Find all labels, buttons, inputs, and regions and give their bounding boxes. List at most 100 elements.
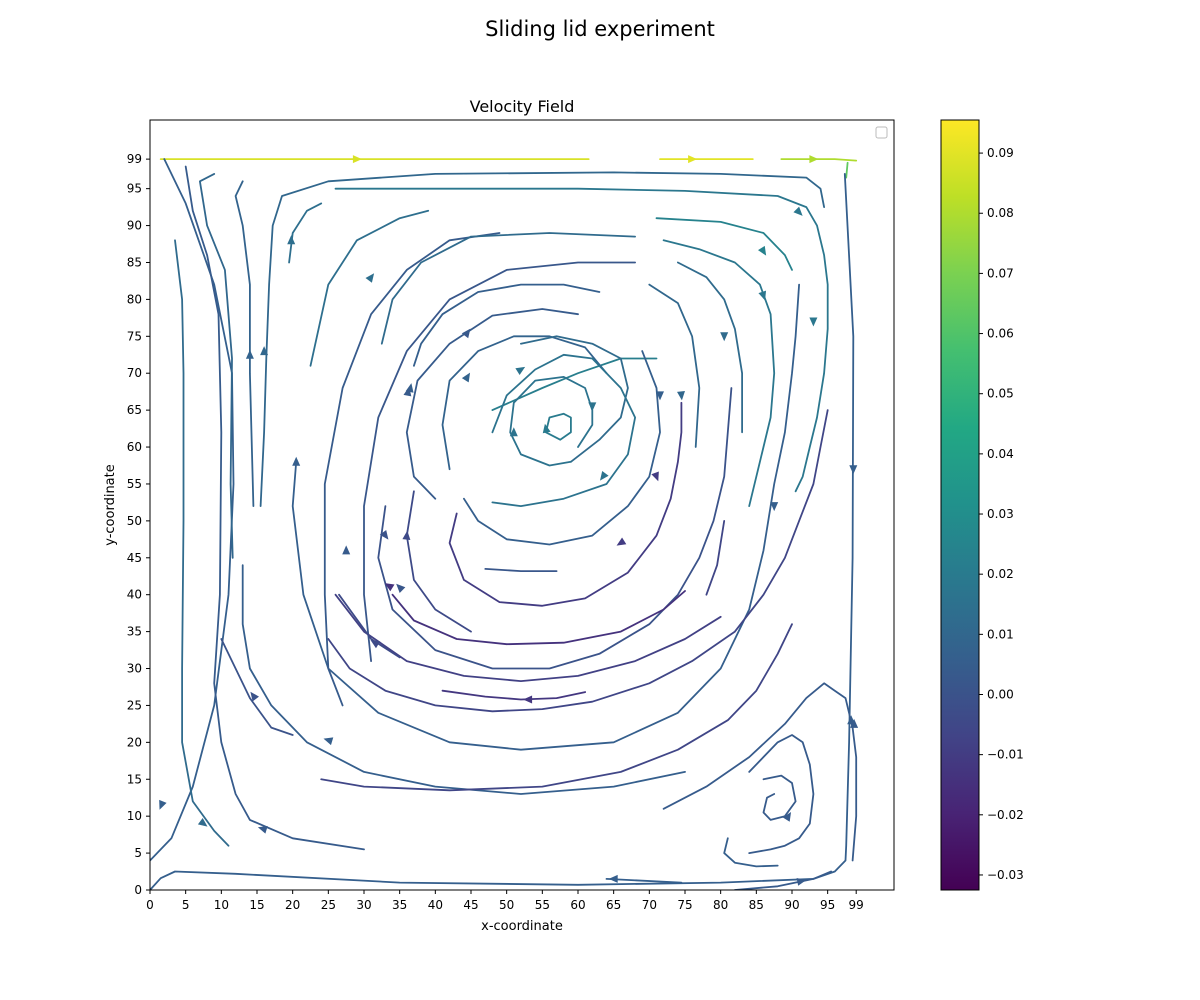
x-tick-label: 30 bbox=[356, 898, 371, 912]
streamline-2-arrow-0 bbox=[809, 155, 819, 164]
streamline-31 bbox=[545, 412, 572, 441]
colorbar-tick-label: 0.05 bbox=[987, 387, 1014, 401]
x-tick-label: 75 bbox=[677, 898, 692, 912]
x-tick-label: 80 bbox=[713, 898, 728, 912]
y-tick-label: 60 bbox=[127, 440, 142, 454]
y-tick-label: 5 bbox=[134, 846, 142, 860]
streamline-49 bbox=[605, 878, 683, 884]
streamline-19-arrow-1 bbox=[809, 317, 818, 327]
streamline-21 bbox=[655, 217, 793, 271]
streamline-32-arrow-0 bbox=[656, 391, 664, 401]
y-tick-label: 65 bbox=[127, 403, 142, 417]
x-tick-label: 50 bbox=[499, 898, 514, 912]
streamline-13-arrow-1 bbox=[770, 502, 779, 512]
streamline-26 bbox=[405, 308, 579, 500]
streamline-37-arrow-0 bbox=[616, 537, 627, 546]
streamline-22 bbox=[662, 239, 776, 507]
y-tick-label: 20 bbox=[127, 735, 142, 749]
streamline-22-arrow-0 bbox=[758, 290, 767, 301]
streamline-26-arrow-0 bbox=[403, 386, 412, 397]
streamline-46 bbox=[723, 837, 779, 868]
streamline-25 bbox=[413, 283, 601, 367]
x-tick-label: 70 bbox=[642, 898, 657, 912]
y-tick-label: 25 bbox=[127, 698, 142, 712]
colorbar-axis: −0.03 −0.02 −0.01 0.00 0.01 0.02 0.03 0.04 0.05 0… bbox=[979, 146, 1024, 882]
streamline-14 bbox=[309, 209, 430, 367]
streamline-44 bbox=[662, 682, 858, 862]
streamline-41 bbox=[338, 593, 401, 659]
streamline-31-arrow-0 bbox=[542, 423, 551, 434]
streamline-45 bbox=[748, 734, 815, 854]
x-tick-label: 85 bbox=[749, 898, 764, 912]
streamline-45-arrow-0 bbox=[782, 811, 792, 822]
streamline-11 bbox=[259, 171, 825, 507]
streamline-30 bbox=[509, 376, 594, 467]
streamline-40 bbox=[327, 409, 829, 713]
streamline-24-arrow-0 bbox=[677, 391, 685, 401]
streamline-48-arrow-0 bbox=[796, 877, 807, 886]
x-tick-label: 45 bbox=[463, 898, 478, 912]
x-tick-label: 25 bbox=[321, 898, 336, 912]
plot-area-frame bbox=[149, 119, 895, 891]
y-tick-label: 90 bbox=[127, 219, 142, 233]
streamline-5-arrow-1 bbox=[849, 465, 858, 475]
streamline-4 bbox=[150, 158, 235, 862]
chart-title: Velocity Field bbox=[470, 97, 575, 116]
streamline-4-arrow-0 bbox=[159, 799, 167, 810]
streamline-20 bbox=[491, 357, 658, 411]
streamline-13 bbox=[291, 283, 800, 751]
streamline-9-arrow-0 bbox=[245, 349, 254, 359]
y-tick-label: 85 bbox=[127, 255, 142, 269]
streamline-19 bbox=[334, 187, 829, 493]
x-tick-label: 90 bbox=[784, 898, 799, 912]
x-tick-label: 5 bbox=[182, 898, 190, 912]
streamline-6 bbox=[174, 239, 230, 847]
streamline-38-arrow-0 bbox=[384, 583, 395, 592]
streamline-7-arrow-0 bbox=[257, 826, 268, 834]
x-tick-label: 99 bbox=[849, 898, 864, 912]
streamline-10-arrow-0 bbox=[323, 737, 334, 746]
streamline-29-arrow-0 bbox=[515, 366, 526, 376]
x-axis-label: x-coordinate bbox=[481, 919, 563, 934]
y-tick-label: 45 bbox=[127, 551, 142, 565]
x-tick-label: 35 bbox=[392, 898, 407, 912]
x-tick-label: 65 bbox=[606, 898, 621, 912]
streamline-42 bbox=[441, 689, 586, 701]
colorbar-tick-label: 0.06 bbox=[987, 327, 1014, 341]
streamline-37 bbox=[448, 401, 683, 607]
y-tick-label: 80 bbox=[127, 292, 142, 306]
streamline-47 bbox=[762, 774, 797, 821]
x-tick-label: 40 bbox=[428, 898, 443, 912]
streamline-7 bbox=[184, 165, 365, 851]
colorbar-tick-label: 0.01 bbox=[987, 627, 1014, 641]
y-tick-label: 95 bbox=[127, 182, 142, 196]
streamline-38 bbox=[391, 590, 686, 646]
streamline-18 bbox=[380, 232, 636, 345]
y-tick-label: 99 bbox=[127, 152, 142, 166]
streamline-23 bbox=[677, 261, 743, 434]
colorbar-tick-label: 0.02 bbox=[987, 567, 1014, 581]
streamline-6-arrow-0 bbox=[197, 817, 208, 827]
streamline-28 bbox=[520, 335, 629, 463]
streamline-1-arrow-0 bbox=[688, 155, 698, 164]
streamline-27 bbox=[441, 335, 608, 471]
streamline-49-arrow-0 bbox=[608, 874, 618, 883]
streamline-12 bbox=[288, 202, 323, 264]
streamline-48 bbox=[734, 870, 833, 890]
streamline-30-arrow-0 bbox=[509, 427, 518, 437]
streamline-36 bbox=[705, 520, 726, 596]
x-axis: 0 5 10 15 20 25 30 35 40 45 50 55 60 65 70 75 80 85 90 95 99 bbox=[146, 890, 864, 912]
colorbar-tick-label: 0.03 bbox=[987, 507, 1014, 521]
figure-suptitle: Sliding lid experiment bbox=[485, 17, 715, 41]
colorbar-tick-label: −0.02 bbox=[987, 808, 1024, 822]
streamline-12-arrow-0 bbox=[287, 235, 296, 245]
x-tick-label: 95 bbox=[820, 898, 835, 912]
streamline-41-arrow-0 bbox=[370, 640, 381, 649]
streamline-34 bbox=[377, 387, 733, 670]
streamline-32 bbox=[463, 350, 661, 546]
colorbar-tick-label: 0.08 bbox=[987, 206, 1014, 220]
streamline-11-arrow-0 bbox=[260, 346, 269, 356]
y-tick-label: 75 bbox=[127, 329, 142, 343]
y-tick-label: 15 bbox=[127, 772, 142, 786]
y-tick-label: 30 bbox=[127, 662, 142, 676]
